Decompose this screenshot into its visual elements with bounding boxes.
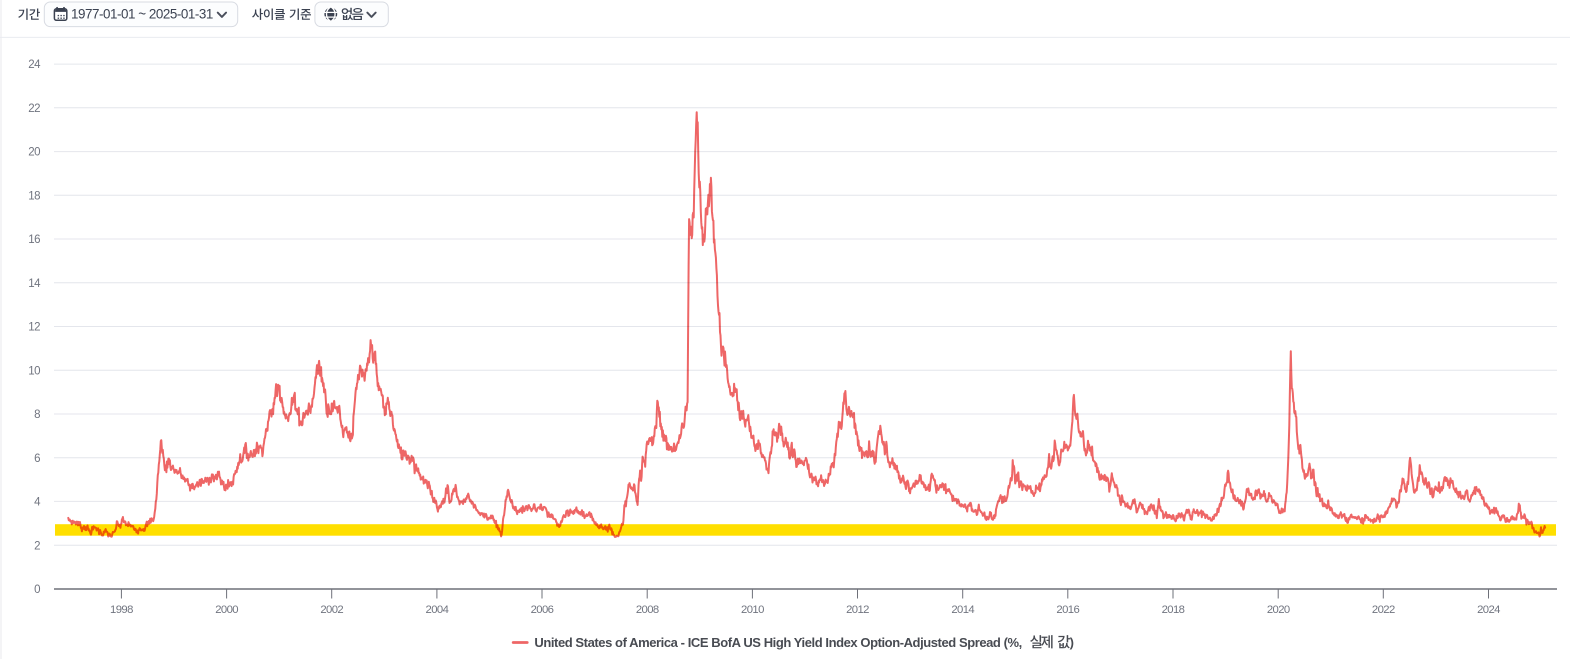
svg-text:2: 2 bbox=[34, 540, 40, 552]
svg-text:6: 6 bbox=[34, 453, 40, 465]
svg-text:2008: 2008 bbox=[636, 604, 659, 616]
svg-text:2018: 2018 bbox=[1162, 604, 1185, 616]
svg-text:24: 24 bbox=[28, 59, 41, 71]
svg-text:): ) bbox=[1070, 635, 1074, 650]
svg-text:2006: 2006 bbox=[531, 604, 554, 616]
svg-text:2016: 2016 bbox=[1056, 604, 1079, 616]
svg-text:22: 22 bbox=[28, 103, 40, 115]
svg-text:2000: 2000 bbox=[215, 604, 238, 616]
svg-text:0: 0 bbox=[34, 584, 40, 596]
svg-text:2022: 2022 bbox=[1372, 604, 1395, 616]
svg-text:2002: 2002 bbox=[320, 604, 343, 616]
svg-text:2012: 2012 bbox=[846, 604, 869, 616]
svg-text:10: 10 bbox=[28, 365, 40, 377]
svg-text:United States of America - ICE: United States of America - ICE BofA US H… bbox=[534, 635, 1021, 650]
svg-text:16: 16 bbox=[28, 234, 40, 246]
svg-text:2020: 2020 bbox=[1267, 604, 1290, 616]
svg-text:4: 4 bbox=[34, 497, 41, 509]
svg-text:2014: 2014 bbox=[951, 604, 974, 616]
svg-text:12: 12 bbox=[28, 322, 40, 334]
svg-text:20: 20 bbox=[28, 147, 40, 159]
svg-text:8: 8 bbox=[34, 409, 40, 421]
svg-text:2010: 2010 bbox=[741, 604, 764, 616]
svg-text:1998: 1998 bbox=[110, 604, 133, 616]
svg-text:14: 14 bbox=[28, 278, 41, 290]
svg-text:1977-01-01 ~ 2025-01-31: 1977-01-01 ~ 2025-01-31 bbox=[71, 7, 213, 22]
svg-text:2004: 2004 bbox=[426, 604, 449, 616]
svg-text:18: 18 bbox=[28, 190, 40, 202]
svg-text:2024: 2024 bbox=[1477, 604, 1500, 616]
